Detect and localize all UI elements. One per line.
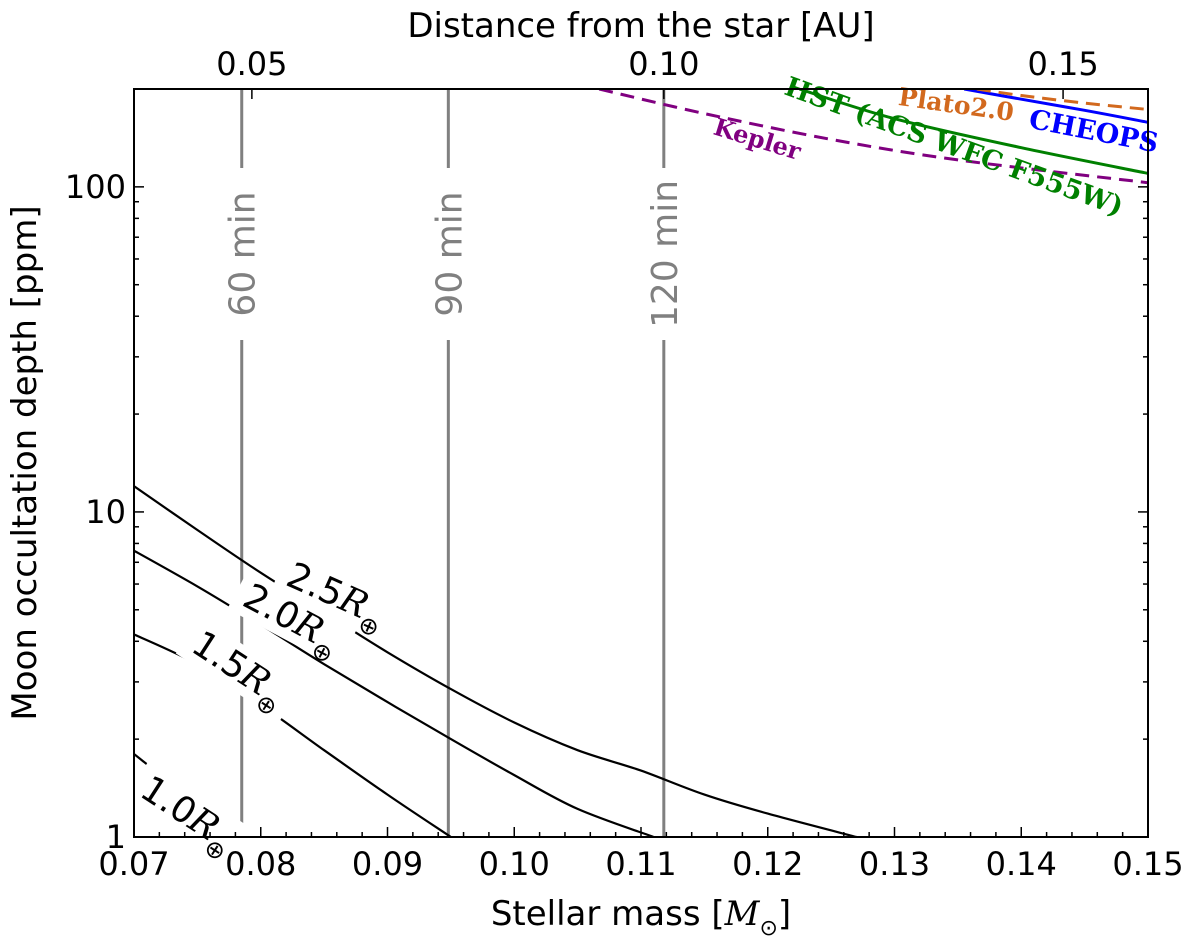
y-tick-label: 1 bbox=[106, 818, 126, 856]
x-tick-label: 0.07 bbox=[98, 845, 169, 883]
x-tick-label: 0.10 bbox=[479, 845, 550, 883]
x-tick-label: 0.14 bbox=[986, 845, 1057, 883]
y-tick-label: 10 bbox=[85, 493, 126, 531]
duration-label: 90 min bbox=[429, 191, 470, 316]
moon-label-background bbox=[124, 761, 253, 866]
detection-limit-curve bbox=[976, 89, 1148, 111]
moon-label-background bbox=[175, 616, 304, 721]
x-tick-label: 0.08 bbox=[225, 845, 296, 883]
x-tick-label: 0.09 bbox=[352, 845, 423, 883]
x2-tick-label: 0.15 bbox=[1027, 45, 1098, 83]
x-axis-title: Stellar mass [M⊙] bbox=[491, 894, 791, 941]
moon-label-background bbox=[227, 569, 358, 667]
label-layer: 60 min 90 min 120 min1.0R⊕1.5R⊕2.0R⊕2.5R⊕K… bbox=[124, 71, 1161, 867]
x-axis-title-math: M bbox=[724, 894, 761, 934]
x-axis-title-sub: ⊙ bbox=[759, 916, 777, 941]
x2-tick-label: 0.05 bbox=[216, 45, 287, 83]
duration-label: 120 min bbox=[645, 180, 686, 328]
x-axis-title-text: Stellar mass [ bbox=[491, 894, 725, 934]
x-axis-title-end: ] bbox=[778, 894, 791, 934]
y-tick-label: 100 bbox=[65, 168, 126, 206]
x-tick-label: 0.15 bbox=[1112, 845, 1183, 883]
x-tick-label: 0.12 bbox=[732, 845, 803, 883]
x2-tick-label: 0.10 bbox=[628, 45, 699, 83]
detection-limit-curve bbox=[798, 89, 1148, 175]
detection-limit-label: Kepler bbox=[710, 112, 804, 166]
x-tick-label: 0.13 bbox=[859, 845, 930, 883]
plot-frame bbox=[133, 88, 1149, 838]
detection-limit-curve bbox=[963, 89, 1148, 124]
moon-curve bbox=[134, 485, 857, 837]
moon-label-background bbox=[271, 549, 403, 640]
moon-curve bbox=[134, 549, 655, 837]
y-axis-title: Moon occultation depth [ppm] bbox=[5, 205, 45, 720]
tick-layer: 0.07 0.08 0.09 0.10 0.11 0.12 0.13 0.14 0.15 0.05… bbox=[65, 45, 1184, 883]
duration-label: 60 min bbox=[223, 191, 264, 316]
data-layer bbox=[134, 89, 1148, 837]
top-axis-title: Distance from the star [AU] bbox=[407, 6, 874, 46]
detection-limit-curve bbox=[598, 89, 1148, 185]
x-tick-label: 0.11 bbox=[605, 845, 676, 883]
